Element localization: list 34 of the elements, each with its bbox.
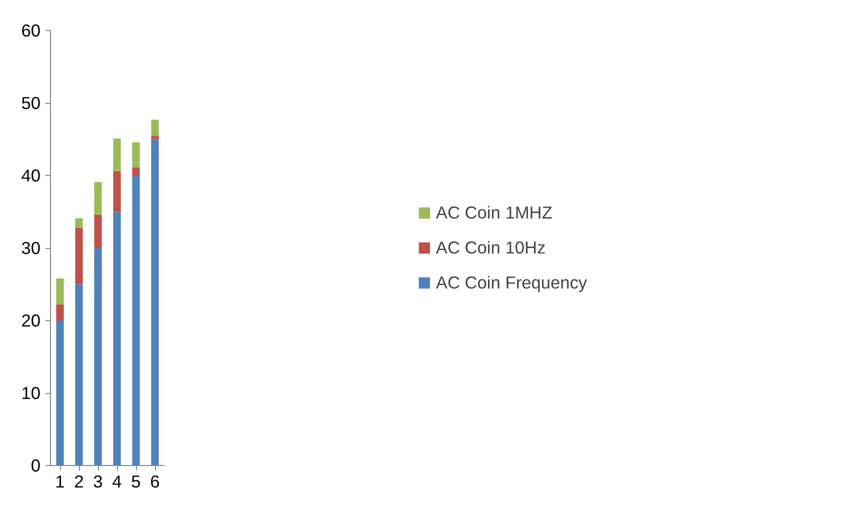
legend-label: AC Coin Frequency: [436, 272, 588, 293]
x-tick-label: 6: [150, 472, 160, 492]
bar: [113, 212, 121, 466]
bar: [132, 176, 140, 466]
bar: [75, 228, 83, 284]
y-tick-label: 50: [21, 93, 41, 113]
x-tick-label: 1: [55, 472, 65, 492]
y-tick-label: 10: [21, 383, 41, 403]
y-tick-label: 30: [21, 238, 41, 258]
bar: [75, 284, 83, 466]
x-tick-label: 2: [74, 472, 84, 492]
bar: [94, 248, 102, 466]
legend-label: AC Coin 1MHZ: [436, 202, 552, 223]
legend-label: AC Coin 10Hz: [436, 237, 546, 258]
y-tick-label: 20: [21, 310, 41, 330]
bar: [151, 136, 159, 140]
bar: [151, 120, 159, 136]
x-tick-label: 4: [112, 472, 122, 492]
y-tick-label: 60: [21, 20, 41, 40]
y-tick-label: 40: [21, 166, 41, 186]
bar: [113, 138, 121, 172]
bar: [132, 168, 140, 176]
bar: [94, 214, 102, 248]
bar: [75, 218, 83, 228]
bar: [151, 139, 159, 466]
bar: [56, 278, 64, 305]
bar: [56, 304, 64, 320]
bar: [132, 142, 140, 168]
x-tick-label: 5: [131, 472, 141, 492]
bar: [56, 320, 64, 466]
y-tick-label: 0: [30, 456, 41, 476]
bar: [94, 182, 102, 215]
bar: [113, 171, 121, 212]
x-tick-label: 3: [93, 472, 103, 492]
